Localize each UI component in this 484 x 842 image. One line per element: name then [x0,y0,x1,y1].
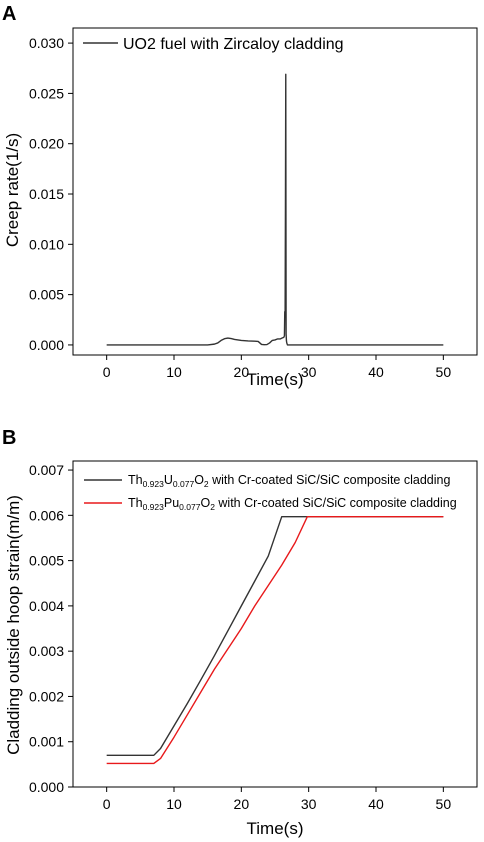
plot-b-y-tick-label: 0.004 [29,598,64,614]
plot-b-x-tick-label: 0 [103,796,111,812]
plot-a-x-tick-label: 50 [436,364,452,380]
panel-a-label: A [2,3,16,25]
plot-a-x-tick-label: 30 [301,364,317,380]
legend-a-label: UO2 fuel with Zircaloy cladding [123,36,344,53]
plot-b-y-tick-label: 0.001 [29,734,64,750]
plot-a-y-tick-label: 0.015 [29,186,64,202]
plot-a-frame [72,27,478,356]
plot-b-x-tick-label: 30 [301,796,317,812]
plot-a-x-tick-label: 20 [234,364,250,380]
legend-b-pu-sub1: 0.923 [143,502,165,512]
legend-b-pu-sub3: 2 [210,502,215,512]
plot-a: 0 10 20 30 40 50 0.000 0.005 0.010 0.015 0.020 0.02… [29,27,478,380]
plot-b-x-tick-label: 40 [368,796,384,812]
plot-a-y-tick-label: 0.025 [29,85,64,101]
legend-b-label-u: Th0.923U0.077O2 with Cr-coated SiC/SiC c… [128,473,450,489]
panel-b-label: B [2,427,16,449]
plot-b-y-tick-label: 0.000 [29,779,64,795]
plot-a-y-tick-label: 0.000 [29,337,64,353]
plot-b-frame [72,460,478,788]
plot-a-y-tick-label: 0.005 [29,287,64,303]
legend-b-u-th: Th [128,473,143,487]
legend-b-pu-sub2: 0.077 [179,502,201,512]
legend-b-pu-th: Th [128,496,143,510]
plot-b-y-tick-label: 0.006 [29,507,64,523]
panel-b: B 0 10 20 30 40 50 0.000 0.001 0.002 0.003 0.004 0.… [2,427,478,838]
panel-a-ylabel: Creep rate(1/s) [3,133,22,247]
plot-a-x-tick-label: 40 [368,364,384,380]
plot-a-x-tick-label: 0 [103,364,111,380]
plot-b-y-tick-label: 0.005 [29,553,64,569]
plot-b-y-tick-label: 0.003 [29,643,64,659]
legend-b-label-pu: Th0.923Pu0.077O2 with Cr-coated SiC/SiC … [128,496,457,512]
legend-b-u-sub3: 2 [204,479,209,489]
plot-b-x-tick-label: 50 [436,796,452,812]
panel-a-legend: UO2 fuel with Zircaloy cladding [83,36,344,53]
panel-a: A 0 10 20 30 40 50 0.000 0.005 0.010 0.015 0.020 0.… [2,3,478,389]
plot-a-y-tick-label: 0.020 [29,136,64,152]
plot-a-y-tick-label: 0.030 [29,35,64,51]
panel-b-ylabel: Cladding outside hoop strain(m/m) [4,495,23,755]
legend-b-pu-rest: with Cr-coated SiC/SiC composite claddin… [215,496,457,510]
plot-b: 0 10 20 30 40 50 0.000 0.001 0.002 0.003 0.004 0.00… [29,460,478,812]
panel-a-xlabel: Time(s) [247,370,304,389]
legend-b-pu-o: O [200,496,210,510]
plot-b-series-1-line [106,515,444,765]
plot-b-x-tick-label: 10 [166,796,182,812]
plot-b-x-tick-label: 20 [234,796,250,812]
plot-a-y-tick-label: 0.010 [29,236,64,252]
panel-b-legend: Th0.923U0.077O2 with Cr-coated SiC/SiC c… [84,473,457,512]
plot-b-y-tick-label: 0.007 [29,462,64,478]
legend-b-u-sub2: 0.077 [173,479,195,489]
plot-a-series-0-line [106,73,444,346]
plot-b-series-0-line [106,515,444,757]
legend-b-u-rest: with Cr-coated SiC/SiC composite claddin… [209,473,451,487]
plot-b-y-tick-label: 0.002 [29,688,64,704]
legend-b-u-u: U [164,473,173,487]
legend-b-u-sub1: 0.923 [143,479,165,489]
legend-b-u-o: O [194,473,204,487]
plot-a-x-tick-label: 10 [166,364,182,380]
legend-b-pu-pu: Pu [164,496,179,510]
panel-b-xlabel: Time(s) [247,819,304,838]
